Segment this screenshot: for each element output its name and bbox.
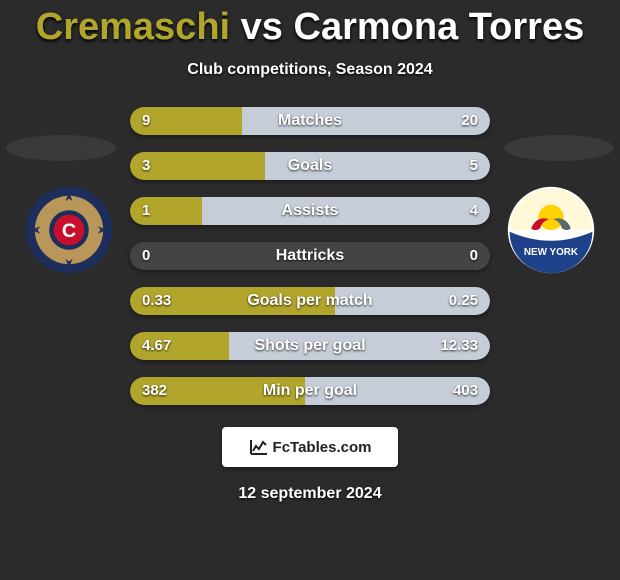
stat-row: 35Goals — [130, 152, 490, 180]
club-logo-left: C — [24, 185, 114, 275]
stat-label: Goals — [130, 152, 490, 180]
stat-label: Shots per goal — [130, 332, 490, 360]
stat-label: Matches — [130, 107, 490, 135]
club-logo-right: NEW YORK — [506, 185, 596, 275]
chart-icon — [249, 438, 269, 456]
subtitle: Club competitions, Season 2024 — [0, 61, 620, 79]
stat-row: 0.330.25Goals per match — [130, 287, 490, 315]
ny-red-bulls-icon: NEW YORK — [506, 185, 596, 275]
title-vs: vs — [241, 6, 283, 48]
svg-text:NEW YORK: NEW YORK — [524, 247, 579, 258]
stat-label: Hattricks — [130, 242, 490, 270]
stat-row: 00Hattricks — [130, 242, 490, 270]
credit-badge: FcTables.com — [222, 427, 398, 467]
shadow-ellipse-left — [6, 135, 116, 161]
chicago-fire-icon: C — [24, 185, 114, 275]
page-title: Cremaschi vs Carmona Torres — [0, 0, 620, 49]
stat-label: Goals per match — [130, 287, 490, 315]
stat-row: 14Assists — [130, 197, 490, 225]
title-player1: Cremaschi — [36, 6, 230, 48]
title-player2: Carmona Torres — [294, 6, 585, 48]
stat-label: Min per goal — [130, 377, 490, 405]
credit-text: FcTables.com — [273, 439, 372, 456]
svg-text:C: C — [62, 220, 76, 242]
stat-label: Assists — [130, 197, 490, 225]
stat-row: 382403Min per goal — [130, 377, 490, 405]
stat-row: 920Matches — [130, 107, 490, 135]
comparison-bars: 920Matches 35Goals 14Assists 00Hattricks 0.3… — [130, 107, 490, 405]
date-text: 12 september 2024 — [0, 485, 620, 503]
main-panel: C NEW YORK 920Matches 35Goals 14Assists 00H… — [0, 107, 620, 405]
stat-row: 4.6712.33Shots per goal — [130, 332, 490, 360]
shadow-ellipse-right — [504, 135, 614, 161]
